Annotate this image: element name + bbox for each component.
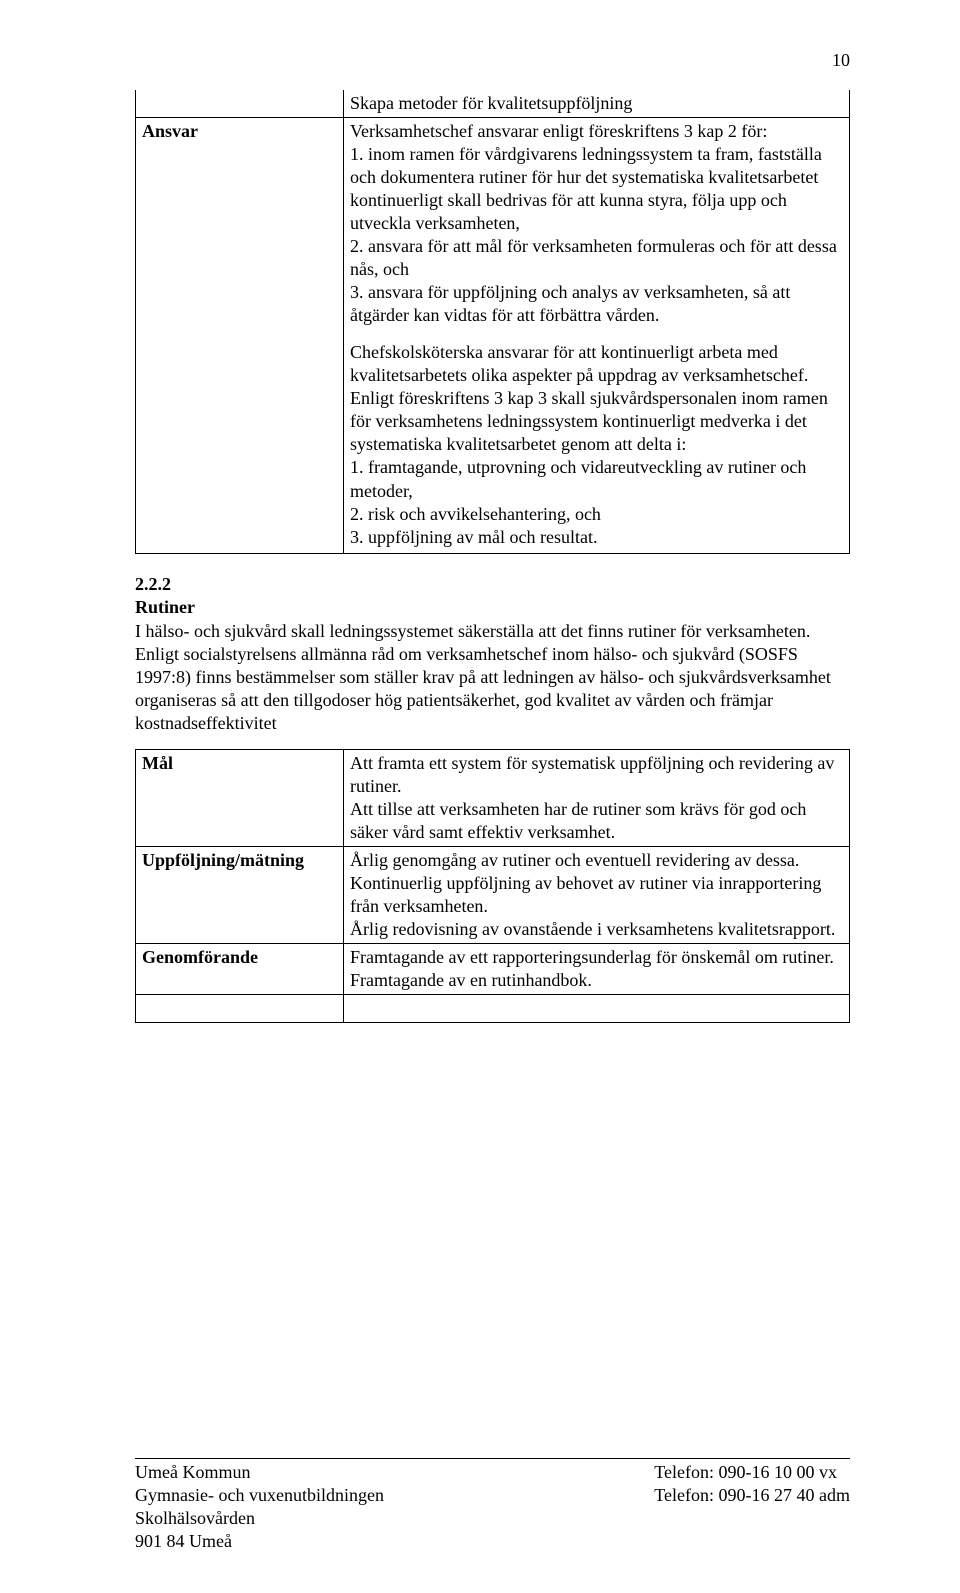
page: 10 Skapa metoder för kvalitetsuppföljnin… (0, 0, 960, 1593)
cell-label (136, 90, 344, 118)
footer: Umeå Kommun Gymnasie- och vuxenutbildnin… (135, 1458, 850, 1553)
cell-empty (136, 995, 344, 1023)
footer-right: Telefon: 090-16 10 00 vx Telefon: 090-16… (654, 1461, 850, 1553)
cell-text: Verksamhetschef ansvarar enligt föreskri… (344, 118, 850, 554)
page-number: 10 (832, 50, 850, 71)
section-title: Rutiner (135, 597, 850, 618)
paragraph: Verksamhetschef ansvarar enligt föreskri… (350, 120, 843, 327)
cell-label: Genomförande (136, 944, 344, 995)
table-row: Genomförande Framtagande av ett rapporte… (136, 944, 850, 995)
cell-label: Mål (136, 749, 344, 846)
table-row: Skapa metoder för kvalitetsuppföljning (136, 90, 850, 118)
cell-text: Skapa metoder för kvalitetsuppföljning (344, 90, 850, 118)
section-body: I hälso- och sjukvård skall ledningssyst… (135, 620, 850, 735)
cell-text: Årlig genomgång av rutiner och eventuell… (344, 846, 850, 943)
paragraph: Chefskolsköterska ansvarar för att konti… (350, 341, 843, 548)
cell-label: Ansvar (136, 118, 344, 554)
section-number: 2.2.2 (135, 574, 850, 595)
table-rutiner: Mål Att framta ett system för systematis… (135, 749, 850, 1023)
cell-text: Framtagande av ett rapporteringsunderlag… (344, 944, 850, 995)
content: Skapa metoder för kvalitetsuppföljning A… (135, 90, 850, 1023)
table-row: Uppföljning/mätning Årlig genomgång av r… (136, 846, 850, 943)
cell-text: Att framta ett system för systematisk up… (344, 749, 850, 846)
table-row: Ansvar Verksamhetschef ansvarar enligt f… (136, 118, 850, 554)
table-ansvar: Skapa metoder för kvalitetsuppföljning A… (135, 90, 850, 554)
table-row: Mål Att framta ett system för systematis… (136, 749, 850, 846)
table-row (136, 995, 850, 1023)
footer-left: Umeå Kommun Gymnasie- och vuxenutbildnin… (135, 1461, 384, 1553)
cell-empty (344, 995, 850, 1023)
cell-label: Uppföljning/mätning (136, 846, 344, 943)
